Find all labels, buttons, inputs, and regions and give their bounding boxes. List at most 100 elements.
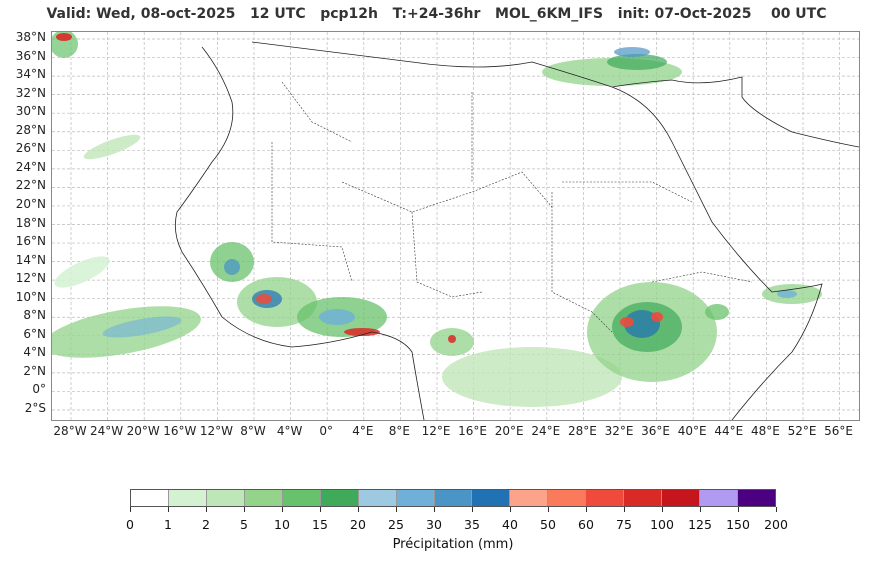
latitude-label: 0° — [32, 382, 46, 397]
latitude-label: 38°N — [15, 30, 46, 44]
colorbar-segment — [168, 490, 207, 506]
colorbar-tickmark — [130, 507, 131, 512]
colorbar-tick-label: 2 — [202, 517, 210, 532]
colorbar-tickmark — [776, 507, 777, 512]
latitude-label: 24°N — [15, 159, 46, 174]
colorbar-segment — [131, 490, 169, 506]
colorbar-tickmark — [396, 507, 397, 512]
longitude-label: 0° — [319, 424, 333, 438]
colorbar-tick-label: 200 — [764, 517, 788, 532]
colorbar-segment — [206, 490, 245, 506]
precip-area — [319, 309, 355, 325]
latitude-label: 32°N — [15, 85, 46, 100]
latitude-label: 6°N — [23, 326, 46, 341]
colorbar-tickmark — [206, 507, 207, 512]
latitude-label: 34°N — [15, 67, 46, 82]
longitude-label: 24°E — [531, 424, 561, 438]
colorbar-tick-label: 35 — [464, 517, 480, 532]
longitude-label: 12°E — [421, 424, 451, 438]
colorbar-tickmark — [700, 507, 701, 512]
colorbar-label: Précipitation (mm) — [392, 537, 514, 552]
longitude-label: 4°E — [352, 424, 374, 438]
colorbar-tickmark — [586, 507, 587, 512]
colorbar-tickmark — [472, 507, 473, 512]
precip-area — [256, 294, 272, 304]
longitude-label: 8°W — [240, 424, 266, 438]
colorbar-tickmark — [168, 507, 169, 512]
colorbar-tick-label: 1 — [164, 517, 172, 532]
colorbar-tick-label: 60 — [578, 517, 594, 532]
colorbar-tick-label: 10 — [274, 517, 290, 532]
latitude-label: 20°N — [15, 196, 46, 211]
colorbar-segment — [434, 490, 473, 506]
longitude-label: 48°E — [750, 424, 780, 438]
precip-area — [614, 47, 650, 57]
longitude-label: 12°W — [199, 424, 233, 438]
longitude-label: 32°E — [604, 424, 634, 438]
colorbar-tick-label: 5 — [240, 517, 248, 532]
colorbar-tickmark — [244, 507, 245, 512]
colorbar-segment — [282, 490, 321, 506]
precip-area — [54, 256, 110, 288]
latitude-label: 26°N — [15, 141, 46, 156]
longitude-label: 24°W — [90, 424, 124, 438]
longitude-label: 20°E — [494, 424, 524, 438]
colorbar-tickmark — [624, 507, 625, 512]
latitude-label: 10°N — [15, 289, 46, 304]
colorbar-segment — [700, 490, 738, 506]
latitude-label: 8°N — [23, 308, 46, 323]
colorbar-tick-label: 150 — [726, 517, 750, 532]
precip-area — [56, 33, 72, 41]
precip-area — [705, 304, 729, 320]
colorbar-tick-label: 100 — [650, 517, 674, 532]
precip-area — [83, 134, 141, 160]
colorbar-tickmark — [320, 507, 321, 512]
colorbar-tickmark — [662, 507, 663, 512]
longitude-label: 56°E — [824, 424, 854, 438]
precip-area — [442, 347, 622, 407]
longitude-label: 4°W — [276, 424, 303, 438]
precip-area — [607, 54, 667, 70]
longitude-label: 16°E — [458, 424, 488, 438]
colorbar-segment — [472, 490, 511, 506]
precip-area — [102, 316, 182, 338]
colorbar-tickmark — [548, 507, 549, 512]
borders — [271, 81, 753, 333]
longitude-label: 44°E — [714, 424, 744, 438]
colorbar-segment — [662, 490, 701, 506]
colorbar-tick-label: 40 — [502, 517, 518, 532]
colorbar-segment — [244, 490, 283, 506]
colorbar-segment — [358, 490, 397, 506]
colorbar-tickmark — [510, 507, 511, 512]
precip-area — [777, 290, 797, 298]
precip-area — [651, 312, 663, 322]
map-title: Valid: Wed, 08-oct-2025 12 UTC pcp12h T:… — [46, 6, 827, 22]
colorbar-tick-label: 30 — [426, 517, 442, 532]
colorbar-segment — [510, 490, 549, 506]
precipitation-map — [51, 31, 860, 421]
precipitation-colorbar — [130, 489, 776, 507]
colorbar-tick-label: 75 — [616, 517, 632, 532]
latitude-label: 18°N — [15, 215, 46, 230]
latitude-label: 22°N — [15, 178, 46, 193]
colorbar-tick-label: 50 — [540, 517, 556, 532]
precipitation-areas — [52, 32, 822, 407]
latitude-label: 16°N — [15, 234, 46, 249]
latitude-label: 14°N — [15, 252, 46, 267]
colorbar-tick-label: 15 — [312, 517, 328, 532]
colorbar-segment — [396, 490, 435, 506]
longitude-label: 36°E — [641, 424, 671, 438]
precip-area — [620, 317, 634, 327]
longitude-label: 16°W — [163, 424, 197, 438]
colorbar-segment — [624, 490, 663, 506]
precip-area — [448, 335, 456, 343]
longitude-label: 52°E — [787, 424, 817, 438]
latitude-label: 4°N — [23, 345, 46, 360]
map-canvas — [52, 32, 859, 420]
precip-area — [224, 259, 240, 275]
colorbar-tick-label: 20 — [350, 517, 366, 532]
colorbar-tickmark — [434, 507, 435, 512]
colorbar-segment — [548, 490, 587, 506]
longitude-label: 8°E — [388, 424, 410, 438]
longitude-label: 20°W — [126, 424, 160, 438]
